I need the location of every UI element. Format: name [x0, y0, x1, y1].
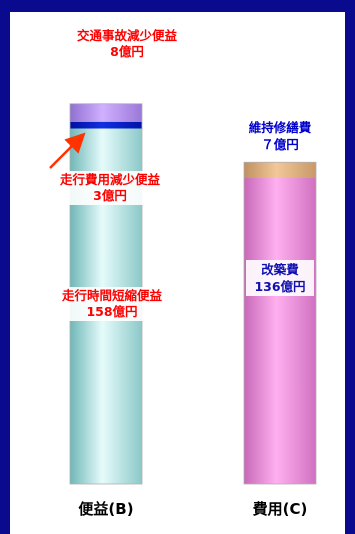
label-running-cost-value: 3億円 [93, 188, 127, 203]
label-travel-time-name: 走行時間短縮便益 [62, 288, 163, 303]
label-accident-name: 交通事故減少便益 [77, 28, 178, 43]
category-label-benefit: 便益(B) [78, 500, 133, 518]
label-accident-value: 8億円 [110, 44, 144, 59]
bc-chart: 便益(B) 費用(C) 交通事故減少便益8億円走行費用減少便益3億円走行時間短縮便益… [26, 28, 317, 518]
bar-segment-cost-0 [244, 178, 316, 484]
running-cost-arrow [49, 132, 86, 169]
category-label-cost: 費用(C) [253, 500, 308, 518]
label-running-cost-name: 走行費用減少便益 [60, 172, 161, 187]
label-backing [26, 171, 194, 205]
label-maintenance-value: ７億円 [261, 137, 299, 152]
label-construction-value: 136億円 [254, 279, 305, 294]
label-backing [40, 287, 184, 321]
label-construction-name: 改築費 [261, 262, 299, 277]
bar-outline [243, 161, 317, 485]
label-backing [246, 260, 314, 296]
bar-segment-benefit-1 [70, 121, 142, 129]
label-maintenance-name: 維持修繕費 [249, 120, 312, 135]
bar-segment-benefit-2 [70, 103, 142, 122]
chart-panel: 便益(B) 費用(C) 交通事故減少便益 8億円走行費用減少便益 3億円走行時間短縮便益… [10, 12, 345, 534]
label-travel-time-value: 158億円 [86, 304, 137, 319]
bar-segment-cost-1 [244, 162, 316, 178]
